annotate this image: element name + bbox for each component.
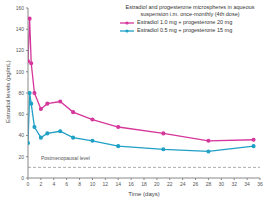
- svg-text:8: 8: [78, 181, 81, 187]
- svg-text:0: 0: [27, 181, 30, 187]
- svg-text:4: 4: [52, 181, 55, 187]
- svg-text:22: 22: [167, 181, 173, 187]
- html-text:Estradiol 0.5 mg + progesteron: Estradiol 0.5 mg + progesterone 15 mg: [137, 27, 233, 33]
- svg-text:160: 160: [16, 5, 25, 11]
- svg-text:32: 32: [231, 181, 237, 187]
- svg-text:18: 18: [141, 181, 147, 187]
- svg-text:Postmenopausal level: Postmenopausal level: [41, 155, 90, 161]
- svg-text:12: 12: [103, 181, 109, 187]
- svg-text:6: 6: [65, 181, 68, 187]
- svg-text:40: 40: [18, 132, 24, 138]
- svg-text:2: 2: [39, 181, 42, 187]
- svg-text:20: 20: [18, 154, 24, 160]
- svg-text:36: 36: [257, 181, 260, 187]
- svg-text:Estradiol levels (pg/mL): Estradiol levels (pg/mL): [8, 60, 11, 123]
- svg-text:14: 14: [115, 181, 121, 187]
- svg-text:10: 10: [90, 181, 96, 187]
- svg-text:100: 100: [16, 69, 25, 75]
- svg-text:60: 60: [18, 111, 24, 117]
- svg-text:120: 120: [16, 47, 25, 53]
- svg-text:20: 20: [154, 181, 160, 187]
- svg-text:34: 34: [244, 181, 250, 187]
- svg-text:80: 80: [18, 90, 24, 96]
- svg-text:30: 30: [219, 181, 225, 187]
- svg-text:0: 0: [21, 175, 24, 181]
- svg-text:140: 140: [16, 26, 25, 32]
- svg-text:Time (days): Time (days): [128, 191, 159, 197]
- svg-text:16: 16: [128, 181, 134, 187]
- svg-text:24: 24: [180, 181, 186, 187]
- svg-text:26: 26: [193, 181, 199, 187]
- html-text:Estradiol 1.0 mg + progesteron: Estradiol 1.0 mg + progesterone 20 mg: [137, 19, 233, 25]
- svg-text:28: 28: [206, 181, 212, 187]
- html-text:Estradiol and progesterone mic: Estradiol and progesterone microspheres …: [125, 4, 255, 17]
